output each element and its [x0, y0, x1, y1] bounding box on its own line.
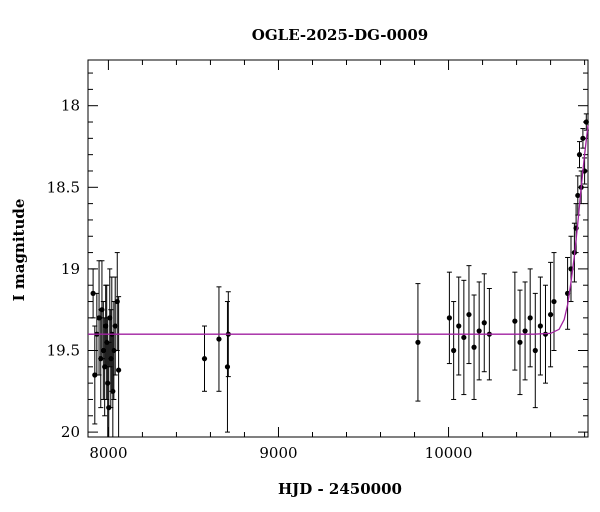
y-tick-label: 19.5: [47, 342, 80, 360]
data-point: [96, 315, 102, 321]
data-point: [108, 356, 114, 362]
data-point: [517, 339, 523, 345]
data-point: [446, 315, 452, 321]
data-points: [90, 119, 589, 411]
data-point: [99, 307, 105, 313]
data-point: [415, 339, 421, 345]
y-tick-label: 20: [61, 423, 80, 441]
data-point: [471, 344, 477, 350]
model-curve: [88, 125, 589, 335]
data-point: [102, 364, 108, 370]
data-point: [201, 356, 208, 362]
data-point: [461, 334, 467, 341]
data-point: [104, 339, 110, 345]
data-point: [114, 298, 120, 305]
data-point: [547, 311, 554, 318]
data-point: [92, 372, 98, 378]
data-point: [532, 347, 538, 354]
error-bars: [90, 113, 589, 438]
data-point: [216, 336, 222, 342]
data-point: [112, 323, 118, 329]
data-point: [224, 364, 231, 370]
data-point: [106, 405, 112, 411]
y-tick-label: 18.5: [47, 178, 80, 196]
tick-labels: 8000 9000 10000 18 18.5 19 19.5 20: [47, 97, 473, 462]
data-point: [466, 311, 472, 318]
data-point: [522, 328, 528, 334]
data-point: [476, 328, 482, 334]
model-curve-group: [88, 125, 589, 335]
x-tick-label: 9000: [259, 444, 297, 462]
data-point: [100, 347, 106, 354]
data-point: [576, 152, 583, 158]
axis-ticks: [88, 60, 588, 437]
data-point: [456, 323, 462, 329]
data-point: [111, 347, 117, 354]
data-point: [583, 119, 589, 125]
x-axis-label: HJD - 2450000: [278, 480, 402, 498]
data-point: [451, 347, 457, 354]
data-point: [580, 135, 586, 141]
plot-frame: [87, 59, 589, 438]
data-point: [98, 356, 104, 362]
data-point: [90, 290, 96, 296]
data-point: [110, 388, 116, 394]
data-point: [116, 367, 122, 373]
data-point: [105, 380, 111, 386]
data-point: [527, 315, 533, 321]
data-point: [537, 323, 543, 329]
data-point: [481, 320, 487, 326]
data-point: [512, 318, 518, 324]
data-point: [103, 323, 109, 329]
data-point: [107, 315, 113, 321]
y-axis-label: I magnitude: [10, 199, 28, 302]
y-tick-label: 18: [61, 97, 80, 115]
y-tick-label: 19: [61, 260, 80, 278]
chart-title: OGLE-2025-DG-0009: [252, 26, 428, 44]
data-point: [575, 192, 581, 199]
data-point: [551, 298, 557, 305]
x-tick-label: 8000: [89, 444, 127, 462]
x-tick-label: 10000: [425, 444, 473, 462]
